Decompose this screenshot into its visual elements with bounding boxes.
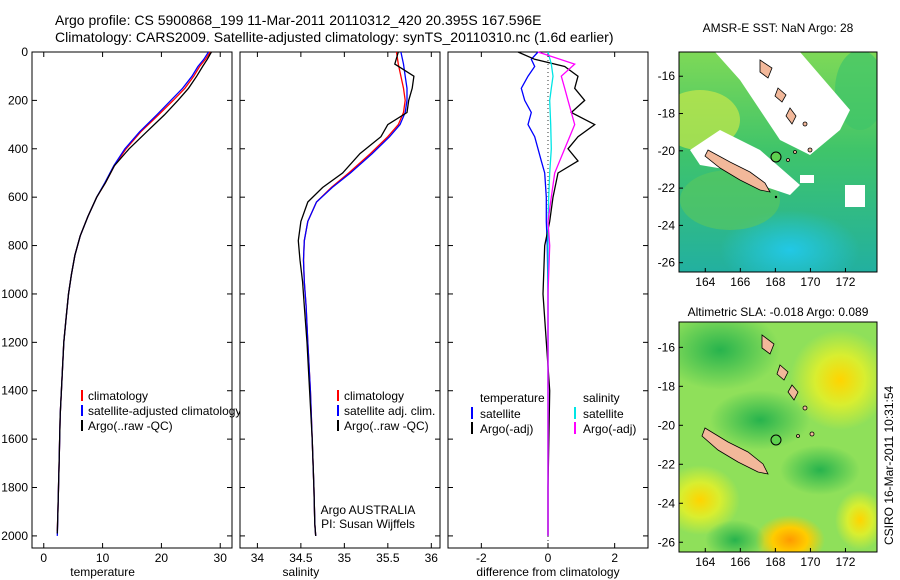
y-tick-label: 2000	[1, 529, 28, 543]
y-tick-label: 400	[8, 142, 28, 156]
map-x-tick-label: 170	[800, 275, 820, 289]
map-y-tick-label: -22	[658, 181, 676, 195]
x-tick-label: 0	[40, 551, 47, 565]
map-x-tick-label: 168	[765, 275, 785, 289]
legend-label: satellite	[480, 407, 521, 421]
series-line	[56, 51, 212, 534]
x-tick-label: 2	[611, 551, 618, 565]
legend-label: climatology	[344, 389, 404, 403]
y-tick-label: 1200	[1, 335, 28, 349]
profile-panel-2: 34 34.5 35 35.5 36 salinity climatologysatelli…	[239, 51, 441, 579]
map-x-tick-label: 168	[765, 555, 785, 569]
map-y-tick-label: -20	[658, 144, 676, 158]
legend-label: satellite adj. clim.	[344, 404, 435, 418]
map-y-tick-label: -24	[658, 218, 676, 232]
map-x-tick-label: 172	[835, 275, 855, 289]
float-position-marker	[770, 151, 782, 163]
y-tick-label: 1800	[1, 481, 28, 495]
x-tick-label: 0	[545, 551, 552, 565]
sla-map: Altimetric SLA: -0.018 Argo: 0.089 164 16…	[658, 305, 878, 569]
sla-map-title: Altimetric SLA: -0.018 Argo: 0.089	[688, 305, 869, 319]
legend-label: Argo(..raw -QC)	[344, 419, 429, 433]
y-tick-label: 0	[21, 45, 28, 59]
legend-label: Argo(-adj)	[583, 422, 636, 436]
map-x-tick-label: 170	[800, 555, 820, 569]
annotation-text: Argo AUSTRALIA	[321, 503, 416, 517]
y-tick-label: 1600	[1, 432, 28, 446]
legend-header: salinity	[583, 391, 620, 405]
legend-label: satellite	[583, 407, 624, 421]
legend-label: satellite-adjusted climatology	[88, 404, 241, 418]
plot-frame	[31, 51, 233, 549]
x-tick-label: 34	[251, 551, 265, 565]
map-y-tick-label: -16	[658, 340, 676, 354]
legend-label: Argo(..raw -QC)	[88, 419, 173, 433]
map-x-tick-label: 166	[730, 275, 750, 289]
y-tick-label: 1000	[1, 287, 28, 301]
x-tick-label: 35.5	[376, 551, 400, 565]
series-line	[297, 51, 415, 536]
sla-coastlines	[701, 334, 815, 475]
x-tick-label: 30	[214, 551, 228, 565]
x-tick-label: 10	[96, 551, 110, 565]
x-tick-label: 35	[338, 551, 352, 565]
profile-panels: 0 10 20 30020040060080010001200140016001800…	[1, 45, 649, 579]
series-line	[517, 51, 596, 536]
map-x-tick-label: 164	[695, 555, 715, 569]
y-tick-label: 200	[8, 93, 28, 107]
sst-coastlines	[704, 59, 813, 193]
float-position-marker-sla	[770, 434, 782, 446]
map-y-tick-label: -26	[658, 535, 676, 549]
x-tick-label: -2	[476, 551, 487, 565]
credit-text: CSIRO 16-Mar-2011 10:31:54	[882, 385, 896, 545]
legend-label: Argo(-adj)	[480, 422, 533, 436]
series-line	[537, 51, 576, 536]
map-y-tick-label: -22	[658, 457, 676, 471]
sst-field	[679, 52, 877, 272]
legend-header: temperature	[480, 391, 545, 405]
map-y-tick-label: -26	[658, 256, 676, 270]
y-tick-label: 600	[8, 190, 28, 204]
plot-frame	[239, 51, 441, 549]
map-y-tick-label: -24	[658, 496, 676, 510]
map-x-tick-label: 172	[835, 555, 855, 569]
map-y-tick-label: -16	[658, 69, 676, 83]
profile-panel-1: 0 10 20 30 0 200 400 600 800 1000 1200 1400 1600 1800…	[1, 45, 241, 579]
x-tick-label: 36	[425, 551, 439, 565]
map-x-tick-label: 166	[730, 555, 750, 569]
x-tick-label: 34.5	[289, 551, 313, 565]
x-axis-label: difference from climatology	[476, 565, 619, 579]
figure-title-line-2: Climatology: CARS2009. Satellite-adjuste…	[55, 29, 614, 45]
legend-label: climatology	[88, 389, 148, 403]
y-tick-label: 1400	[1, 384, 28, 398]
x-tick-label: 20	[155, 551, 169, 565]
map-y-tick-label: -18	[658, 107, 676, 121]
map-x-tick-label: 164	[695, 275, 715, 289]
x-axis-label: temperature	[70, 565, 135, 579]
map-y-tick-label: -20	[658, 418, 676, 432]
sst-map: AMSR-E SST: NaN Argo: 28 164 166 168 170 172…	[658, 21, 878, 289]
annotation-text: PI: Susan Wijffels	[321, 517, 415, 531]
y-tick-label: 800	[8, 239, 28, 253]
x-axis-label: salinity	[283, 565, 320, 579]
sst-map-title: AMSR-E SST: NaN Argo: 28	[703, 21, 854, 35]
map-y-tick-label: -18	[658, 379, 676, 393]
figure-title-line-1: Argo profile: CS 5900868_199 11-Mar-2011…	[55, 12, 542, 28]
